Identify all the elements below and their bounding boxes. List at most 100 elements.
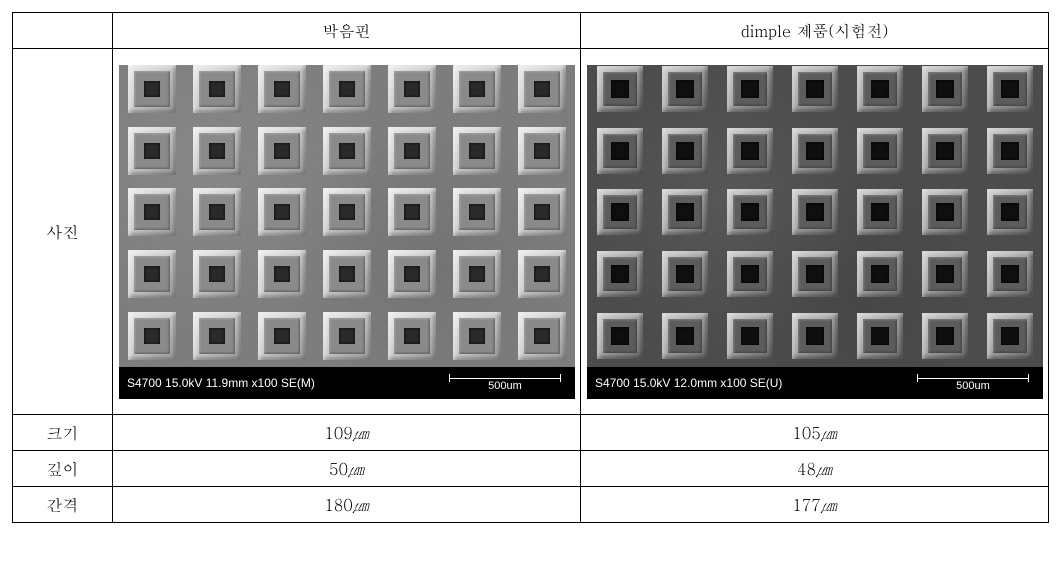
dimple-icon (122, 244, 182, 304)
dimple-icon (850, 306, 910, 366)
header-col2: dimple 제품(시험전) (581, 13, 1049, 49)
dimple-icon (187, 306, 247, 366)
dimple-icon (122, 306, 182, 366)
dimple-icon (512, 306, 572, 366)
scalebar-line-icon (449, 374, 561, 382)
dimple-icon (980, 121, 1040, 181)
dimple-icon (720, 65, 780, 120)
dimple-icon (187, 65, 247, 120)
dimple-icon (447, 65, 507, 120)
row-label-size: 크기 (13, 415, 113, 451)
dimple-icon (590, 182, 650, 242)
scalebar-line-icon (917, 374, 1029, 382)
dimple-icon (122, 65, 182, 120)
dimple-icon (785, 244, 845, 304)
dimple-icon (382, 182, 442, 242)
dimple-icon (382, 306, 442, 366)
spacing-col1: 180㎛ (113, 487, 581, 523)
dimple-icon (252, 306, 312, 366)
sem-image-right: S4700 15.0kV 12.0mm x100 SE(U) 500um (587, 65, 1043, 399)
dimple-icon (720, 306, 780, 366)
dimple-icon (512, 65, 572, 120)
dimple-icon (915, 121, 975, 181)
row-label-depth: 깊이 (13, 451, 113, 487)
table-header-row: 박음핀 dimple 제품(시험전) (13, 13, 1049, 49)
dimple-icon (252, 121, 312, 181)
unit-icon: ㎛ (821, 493, 837, 516)
header-blank (13, 13, 113, 49)
dimple-icon (447, 306, 507, 366)
sem-image-right-cell: S4700 15.0kV 12.0mm x100 SE(U) 500um (581, 49, 1049, 415)
dimple-icon (655, 121, 715, 181)
sem-dimple-grid-right (587, 65, 1043, 367)
sem-background-left (119, 65, 575, 399)
dimple-icon (447, 182, 507, 242)
dimple-icon (850, 244, 910, 304)
dimple-icon (187, 182, 247, 242)
dimple-icon (512, 244, 572, 304)
unit-icon: ㎛ (353, 493, 369, 516)
dimple-icon (590, 306, 650, 366)
dimple-icon (317, 244, 377, 304)
dimple-icon (317, 121, 377, 181)
sem-image-left: S4700 15.0kV 11.9mm x100 SE(M) 500um (119, 65, 575, 399)
spacing-col2: 177㎛ (581, 487, 1049, 523)
size-value-1: 109 (324, 421, 353, 444)
scalebar-left: 500um (449, 374, 561, 392)
dimple-icon (252, 65, 312, 120)
depth-value-1: 50 (329, 457, 348, 480)
depth-value-2: 48 (797, 457, 816, 480)
row-label-spacing: 간격 (13, 487, 113, 523)
dimple-icon (850, 121, 910, 181)
dimple-icon (382, 65, 442, 120)
unit-icon: ㎛ (348, 457, 364, 480)
size-row: 크기 109㎛ 105㎛ (13, 415, 1049, 451)
sem-info-text-left: S4700 15.0kV 11.9mm x100 SE(M) (127, 376, 315, 390)
dimple-icon (850, 65, 910, 120)
dimple-icon (590, 121, 650, 181)
dimple-icon (317, 182, 377, 242)
dimple-icon (915, 244, 975, 304)
dimple-icon (915, 65, 975, 120)
depth-row: 깊이 50㎛ 48㎛ (13, 451, 1049, 487)
dimple-icon (980, 306, 1040, 366)
dimple-icon (252, 244, 312, 304)
dimple-icon (590, 244, 650, 304)
dimple-icon (655, 65, 715, 120)
sem-info-bar-right: S4700 15.0kV 12.0mm x100 SE(U) 500um (587, 367, 1043, 399)
dimple-icon (317, 65, 377, 120)
dimple-icon (915, 182, 975, 242)
dimple-icon (317, 306, 377, 366)
dimple-icon (980, 65, 1040, 120)
dimple-icon (720, 182, 780, 242)
size-value-2: 105 (792, 421, 821, 444)
dimple-icon (187, 121, 247, 181)
dimple-icon (187, 244, 247, 304)
size-col2: 105㎛ (581, 415, 1049, 451)
size-col1: 109㎛ (113, 415, 581, 451)
dimple-icon (980, 182, 1040, 242)
sem-info-bar-left: S4700 15.0kV 11.9mm x100 SE(M) 500um (119, 367, 575, 399)
unit-icon: ㎛ (353, 421, 369, 444)
depth-col1: 50㎛ (113, 451, 581, 487)
header-col1: 박음핀 (113, 13, 581, 49)
dimple-icon (382, 121, 442, 181)
dimple-icon (122, 121, 182, 181)
dimple-icon (447, 121, 507, 181)
dimple-icon (590, 65, 650, 120)
dimple-icon (512, 182, 572, 242)
photo-row: 사진 S4700 15.0kV 11.9mm x100 SE(M) 500um (13, 49, 1049, 415)
dimple-icon (785, 306, 845, 366)
sem-background-right (587, 65, 1043, 399)
sem-image-left-cell: S4700 15.0kV 11.9mm x100 SE(M) 500um (113, 49, 581, 415)
dimple-icon (655, 244, 715, 304)
dimple-icon (382, 244, 442, 304)
sem-info-text-right: S4700 15.0kV 12.0mm x100 SE(U) (595, 376, 782, 390)
dimple-icon (512, 121, 572, 181)
unit-icon: ㎛ (816, 457, 832, 480)
comparison-table: 박음핀 dimple 제품(시험전) 사진 S4700 15.0kV 11.9m… (12, 12, 1049, 523)
dimple-icon (252, 182, 312, 242)
depth-col2: 48㎛ (581, 451, 1049, 487)
sem-dimple-grid-left (119, 65, 575, 367)
dimple-icon (720, 121, 780, 181)
